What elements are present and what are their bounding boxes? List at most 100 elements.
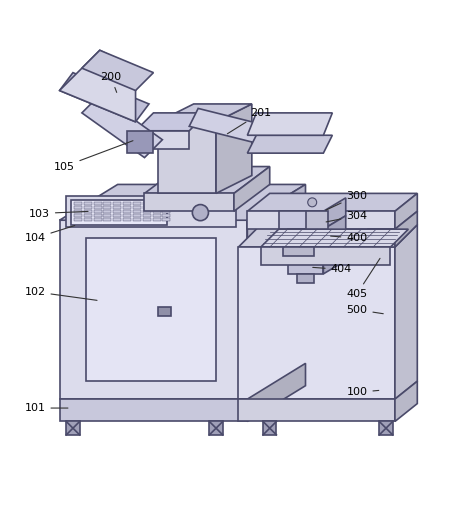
FancyBboxPatch shape [104, 218, 112, 221]
Polygon shape [261, 247, 391, 265]
Polygon shape [324, 198, 346, 229]
Text: 201: 201 [227, 108, 271, 134]
Polygon shape [59, 399, 248, 421]
FancyBboxPatch shape [84, 218, 92, 221]
Polygon shape [135, 131, 189, 148]
Polygon shape [144, 194, 234, 211]
Polygon shape [279, 211, 324, 229]
Circle shape [308, 198, 317, 207]
FancyBboxPatch shape [123, 210, 131, 213]
FancyBboxPatch shape [123, 206, 131, 209]
FancyBboxPatch shape [84, 214, 92, 217]
FancyBboxPatch shape [143, 206, 151, 209]
FancyBboxPatch shape [104, 214, 112, 217]
FancyBboxPatch shape [123, 202, 131, 205]
FancyBboxPatch shape [84, 202, 92, 205]
FancyBboxPatch shape [153, 206, 161, 209]
Text: 200: 200 [100, 72, 122, 92]
FancyBboxPatch shape [84, 206, 92, 209]
FancyBboxPatch shape [143, 214, 151, 217]
Polygon shape [66, 196, 236, 227]
Polygon shape [71, 200, 167, 225]
Polygon shape [158, 104, 252, 122]
FancyBboxPatch shape [104, 206, 112, 209]
Text: 405: 405 [346, 259, 380, 299]
FancyBboxPatch shape [162, 202, 171, 205]
Polygon shape [306, 211, 328, 229]
FancyBboxPatch shape [153, 214, 161, 217]
Polygon shape [189, 109, 288, 148]
FancyBboxPatch shape [74, 214, 82, 217]
FancyBboxPatch shape [143, 202, 151, 205]
Polygon shape [297, 274, 315, 283]
FancyBboxPatch shape [209, 421, 223, 435]
FancyBboxPatch shape [74, 210, 82, 213]
Polygon shape [248, 113, 333, 135]
Polygon shape [248, 211, 395, 229]
Polygon shape [288, 229, 324, 274]
FancyBboxPatch shape [66, 421, 80, 435]
Polygon shape [248, 194, 417, 211]
FancyBboxPatch shape [133, 202, 141, 205]
FancyBboxPatch shape [263, 421, 276, 435]
Polygon shape [126, 131, 153, 153]
Text: 304: 304 [326, 211, 368, 222]
Text: 102: 102 [24, 287, 97, 301]
Polygon shape [86, 238, 216, 381]
FancyBboxPatch shape [143, 218, 151, 221]
Polygon shape [395, 211, 417, 247]
FancyBboxPatch shape [94, 210, 102, 213]
FancyBboxPatch shape [94, 214, 102, 217]
Polygon shape [368, 229, 395, 247]
Polygon shape [324, 216, 346, 274]
Polygon shape [59, 73, 149, 122]
FancyBboxPatch shape [162, 218, 171, 221]
Text: 404: 404 [313, 264, 352, 274]
FancyBboxPatch shape [94, 218, 102, 221]
FancyBboxPatch shape [133, 214, 141, 217]
FancyBboxPatch shape [74, 206, 82, 209]
FancyBboxPatch shape [153, 218, 161, 221]
Polygon shape [234, 166, 270, 211]
Polygon shape [144, 166, 270, 194]
FancyBboxPatch shape [74, 218, 82, 221]
Polygon shape [158, 307, 171, 316]
Text: 100: 100 [346, 388, 379, 397]
Polygon shape [216, 104, 252, 194]
Circle shape [192, 205, 208, 221]
Polygon shape [248, 135, 333, 153]
FancyBboxPatch shape [123, 214, 131, 217]
FancyBboxPatch shape [74, 202, 82, 205]
FancyBboxPatch shape [143, 210, 151, 213]
FancyBboxPatch shape [162, 206, 171, 209]
Polygon shape [395, 225, 417, 399]
Text: 105: 105 [54, 141, 133, 172]
FancyBboxPatch shape [153, 202, 161, 205]
FancyBboxPatch shape [113, 210, 121, 213]
FancyBboxPatch shape [162, 210, 171, 213]
FancyBboxPatch shape [123, 218, 131, 221]
Polygon shape [248, 364, 306, 421]
FancyBboxPatch shape [153, 210, 161, 213]
Text: 400: 400 [331, 233, 368, 243]
Polygon shape [238, 225, 417, 247]
Polygon shape [82, 95, 162, 158]
FancyBboxPatch shape [113, 218, 121, 221]
FancyBboxPatch shape [133, 218, 141, 221]
Polygon shape [248, 184, 306, 399]
FancyBboxPatch shape [113, 206, 121, 209]
Polygon shape [158, 122, 216, 194]
FancyBboxPatch shape [94, 206, 102, 209]
FancyBboxPatch shape [133, 206, 141, 209]
Text: 103: 103 [29, 208, 88, 219]
Text: 101: 101 [24, 403, 68, 413]
Text: 104: 104 [24, 225, 75, 243]
Polygon shape [59, 50, 135, 122]
FancyBboxPatch shape [133, 210, 141, 213]
Polygon shape [59, 220, 248, 399]
Polygon shape [238, 247, 395, 399]
Polygon shape [395, 381, 417, 421]
Polygon shape [238, 399, 395, 421]
FancyBboxPatch shape [104, 202, 112, 205]
Polygon shape [395, 194, 417, 229]
